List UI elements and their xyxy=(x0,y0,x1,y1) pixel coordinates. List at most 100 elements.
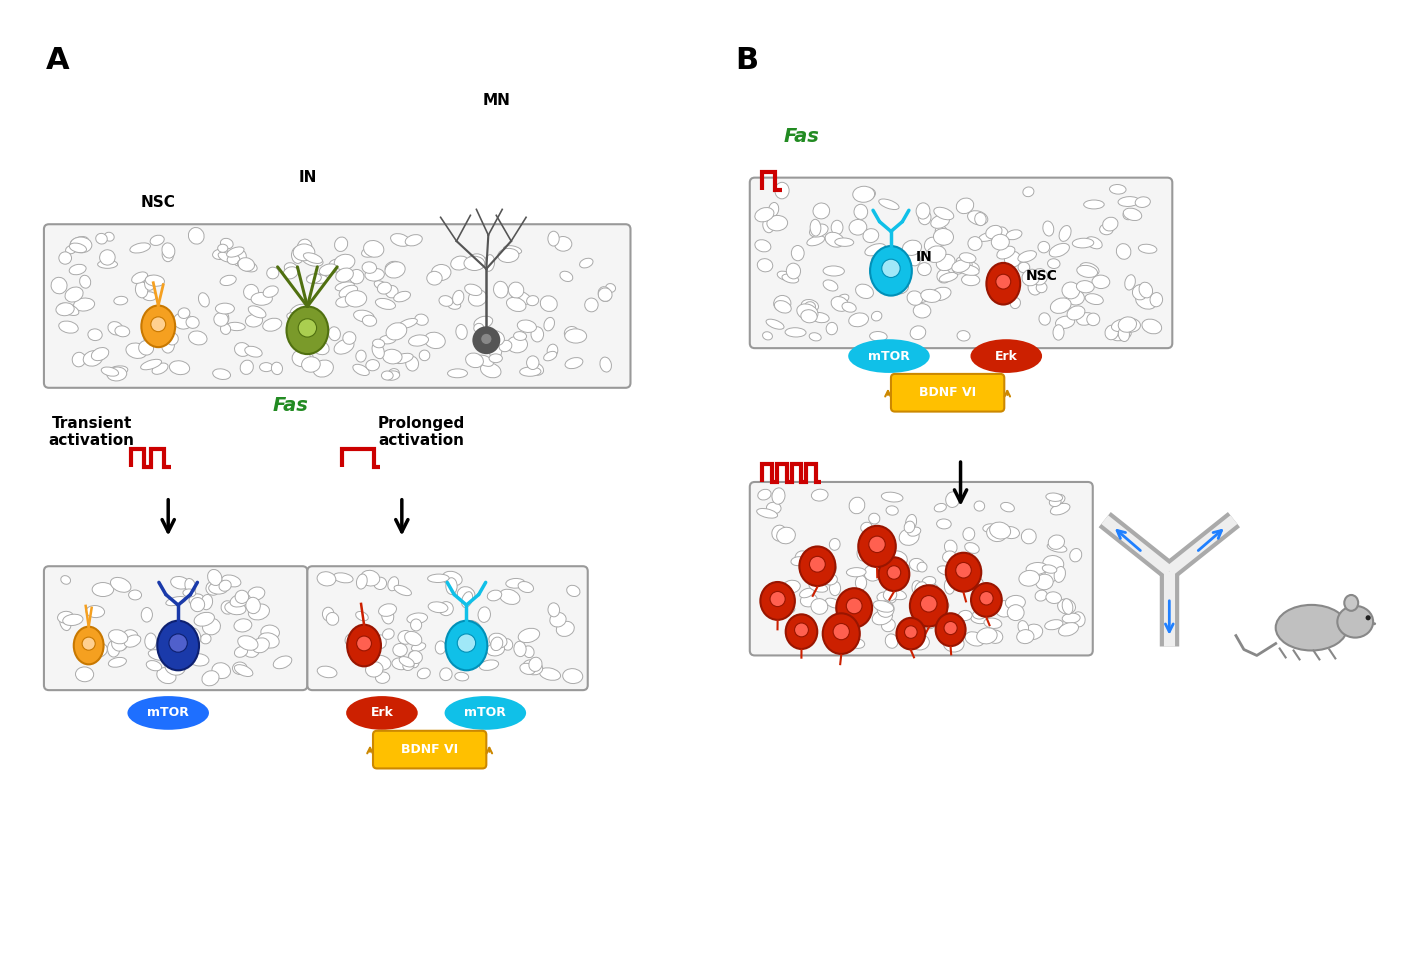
Ellipse shape xyxy=(1020,570,1040,587)
Ellipse shape xyxy=(168,634,188,646)
Ellipse shape xyxy=(906,515,917,530)
Ellipse shape xyxy=(944,621,957,634)
Ellipse shape xyxy=(1085,236,1102,249)
Ellipse shape xyxy=(63,614,83,626)
Ellipse shape xyxy=(794,623,809,636)
Ellipse shape xyxy=(234,619,252,632)
Ellipse shape xyxy=(160,628,183,645)
Ellipse shape xyxy=(528,363,543,375)
Ellipse shape xyxy=(107,640,120,657)
Ellipse shape xyxy=(475,260,485,269)
Ellipse shape xyxy=(1000,275,1020,283)
Ellipse shape xyxy=(151,308,161,321)
Ellipse shape xyxy=(910,558,925,571)
Ellipse shape xyxy=(463,256,485,271)
Ellipse shape xyxy=(284,267,298,279)
Ellipse shape xyxy=(70,236,88,247)
Ellipse shape xyxy=(1062,613,1079,623)
Ellipse shape xyxy=(1067,306,1085,320)
Ellipse shape xyxy=(786,263,800,278)
Ellipse shape xyxy=(168,634,187,653)
Ellipse shape xyxy=(754,208,774,222)
Ellipse shape xyxy=(887,589,907,600)
Ellipse shape xyxy=(292,349,311,367)
Ellipse shape xyxy=(870,246,911,296)
Ellipse shape xyxy=(185,317,200,328)
Ellipse shape xyxy=(227,255,240,264)
FancyBboxPatch shape xyxy=(44,567,308,690)
Ellipse shape xyxy=(917,262,931,276)
Ellipse shape xyxy=(428,602,448,612)
Ellipse shape xyxy=(88,646,100,660)
Ellipse shape xyxy=(116,637,127,650)
Ellipse shape xyxy=(1117,244,1131,259)
Ellipse shape xyxy=(91,347,108,361)
Ellipse shape xyxy=(201,594,212,610)
Ellipse shape xyxy=(442,571,462,586)
Ellipse shape xyxy=(1118,327,1129,342)
Ellipse shape xyxy=(1028,279,1042,295)
Ellipse shape xyxy=(73,352,86,367)
Ellipse shape xyxy=(369,656,391,670)
Ellipse shape xyxy=(479,660,499,671)
Ellipse shape xyxy=(1077,280,1094,293)
Ellipse shape xyxy=(307,274,328,283)
FancyBboxPatch shape xyxy=(308,567,588,690)
Ellipse shape xyxy=(1045,591,1061,604)
Ellipse shape xyxy=(917,562,927,572)
Ellipse shape xyxy=(757,508,777,518)
Ellipse shape xyxy=(878,557,910,591)
Ellipse shape xyxy=(88,329,103,341)
Ellipse shape xyxy=(61,575,70,585)
Ellipse shape xyxy=(975,212,987,226)
Ellipse shape xyxy=(221,601,234,614)
Ellipse shape xyxy=(518,320,536,332)
Ellipse shape xyxy=(881,259,900,278)
Ellipse shape xyxy=(130,243,150,253)
Ellipse shape xyxy=(871,311,881,321)
Ellipse shape xyxy=(327,612,339,625)
Ellipse shape xyxy=(361,570,379,586)
Ellipse shape xyxy=(334,573,354,583)
Ellipse shape xyxy=(145,634,157,650)
Ellipse shape xyxy=(920,595,937,612)
Ellipse shape xyxy=(935,613,965,646)
Ellipse shape xyxy=(238,257,254,271)
Ellipse shape xyxy=(191,597,205,612)
Ellipse shape xyxy=(212,368,231,380)
Ellipse shape xyxy=(518,629,539,642)
Ellipse shape xyxy=(456,324,468,340)
Ellipse shape xyxy=(468,290,486,306)
Ellipse shape xyxy=(452,290,463,305)
Ellipse shape xyxy=(125,343,147,359)
Ellipse shape xyxy=(375,672,389,683)
Ellipse shape xyxy=(910,586,947,627)
Ellipse shape xyxy=(1135,284,1151,294)
Ellipse shape xyxy=(526,356,539,369)
Text: IN: IN xyxy=(298,169,317,185)
Ellipse shape xyxy=(412,643,426,652)
Text: MN: MN xyxy=(482,93,511,108)
Ellipse shape xyxy=(523,659,543,675)
Ellipse shape xyxy=(374,280,388,290)
Ellipse shape xyxy=(937,255,955,271)
Ellipse shape xyxy=(1092,275,1109,289)
Ellipse shape xyxy=(1040,313,1051,325)
Ellipse shape xyxy=(1005,230,1022,239)
Ellipse shape xyxy=(190,654,210,666)
Ellipse shape xyxy=(319,264,338,276)
Ellipse shape xyxy=(426,272,442,285)
Ellipse shape xyxy=(445,621,488,670)
Ellipse shape xyxy=(124,630,138,641)
Ellipse shape xyxy=(70,243,87,253)
Ellipse shape xyxy=(322,608,334,621)
Ellipse shape xyxy=(227,247,244,257)
Ellipse shape xyxy=(800,546,836,586)
Ellipse shape xyxy=(202,618,221,634)
Ellipse shape xyxy=(104,233,114,241)
Ellipse shape xyxy=(151,317,165,332)
Ellipse shape xyxy=(1084,200,1104,209)
Ellipse shape xyxy=(214,313,228,326)
Ellipse shape xyxy=(977,628,997,644)
Ellipse shape xyxy=(555,236,572,251)
